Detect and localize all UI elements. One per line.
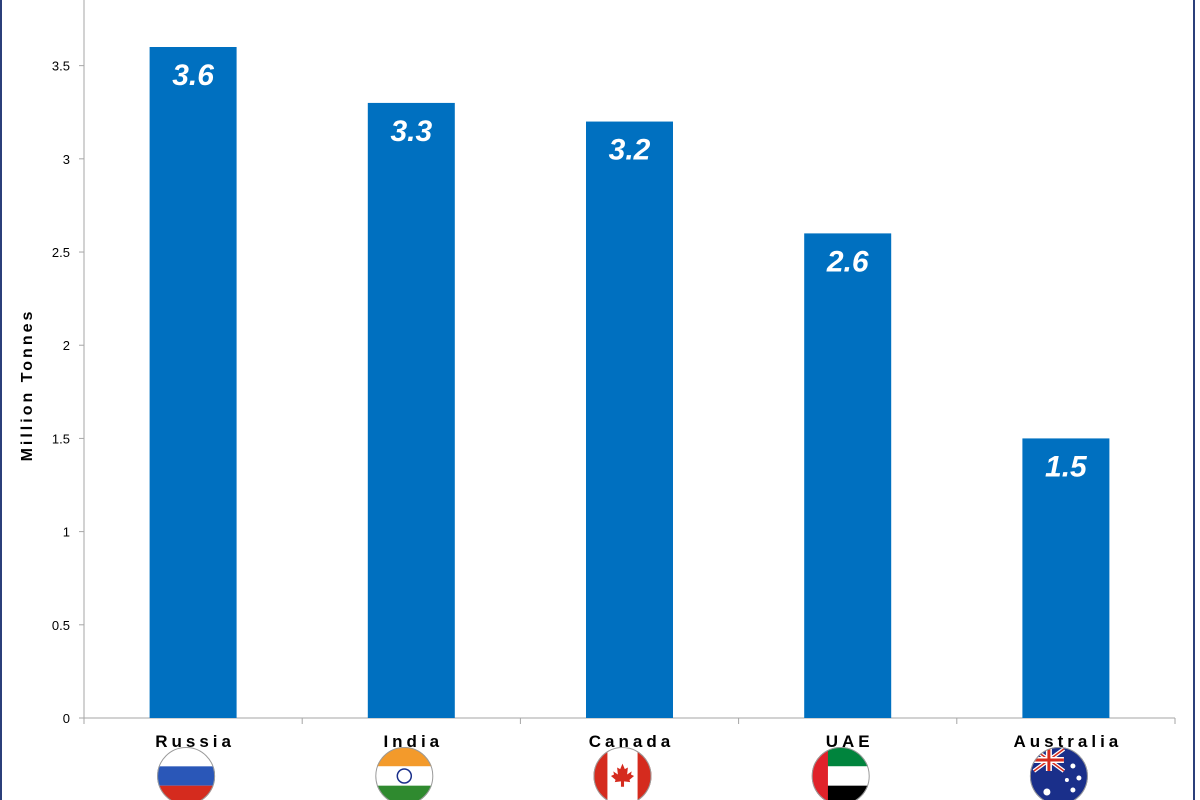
bar-canada	[586, 121, 673, 719]
bar-uae	[804, 233, 892, 718]
data-label-russia: 3.6	[172, 59, 214, 92]
y-tick-label: 3.5	[52, 59, 70, 74]
y-tick-label: 0	[63, 711, 70, 726]
category-label-russia: Russia	[155, 732, 235, 751]
y-tick-label: 0.5	[52, 618, 70, 633]
bar-india	[367, 102, 455, 718]
india-flag-icon	[375, 747, 434, 800]
y-tick-label: 1	[63, 525, 70, 540]
y-axis: 0 0.5 1 1.5 2 2.5 3 3.5	[52, 0, 85, 726]
uae-flag-icon	[811, 747, 870, 800]
category-labels: Russia India Canada UAE Australia	[155, 732, 1123, 751]
x-axis	[83, 717, 1176, 724]
canada-flag-icon	[593, 747, 652, 800]
russia-flag-icon	[157, 747, 216, 800]
category-label-canada: Canada	[589, 732, 674, 751]
data-label-canada: 3.2	[609, 134, 651, 167]
category-flags	[157, 747, 1088, 800]
data-label-india: 3.3	[390, 115, 432, 148]
bars	[149, 47, 1110, 719]
data-labels: 3.6 3.3 3.2 2.6 1.5	[172, 59, 1088, 483]
y-tick-label: 3	[63, 152, 70, 167]
category-label-uae: UAE	[826, 732, 874, 751]
data-label-australia: 1.5	[1045, 450, 1088, 483]
y-tick-label: 1.5	[52, 431, 70, 446]
y-tick-label: 2.5	[52, 245, 70, 260]
australia-flag-icon	[1029, 747, 1088, 800]
category-label-australia: Australia	[1014, 732, 1123, 751]
y-tick-label: 2	[63, 338, 70, 353]
y-axis-title: Million Tonnes	[19, 309, 36, 462]
data-label-uae: 2.6	[826, 245, 869, 278]
bar-russia	[149, 47, 237, 718]
category-label-india: India	[383, 732, 443, 751]
bar-australia	[1022, 438, 1110, 718]
